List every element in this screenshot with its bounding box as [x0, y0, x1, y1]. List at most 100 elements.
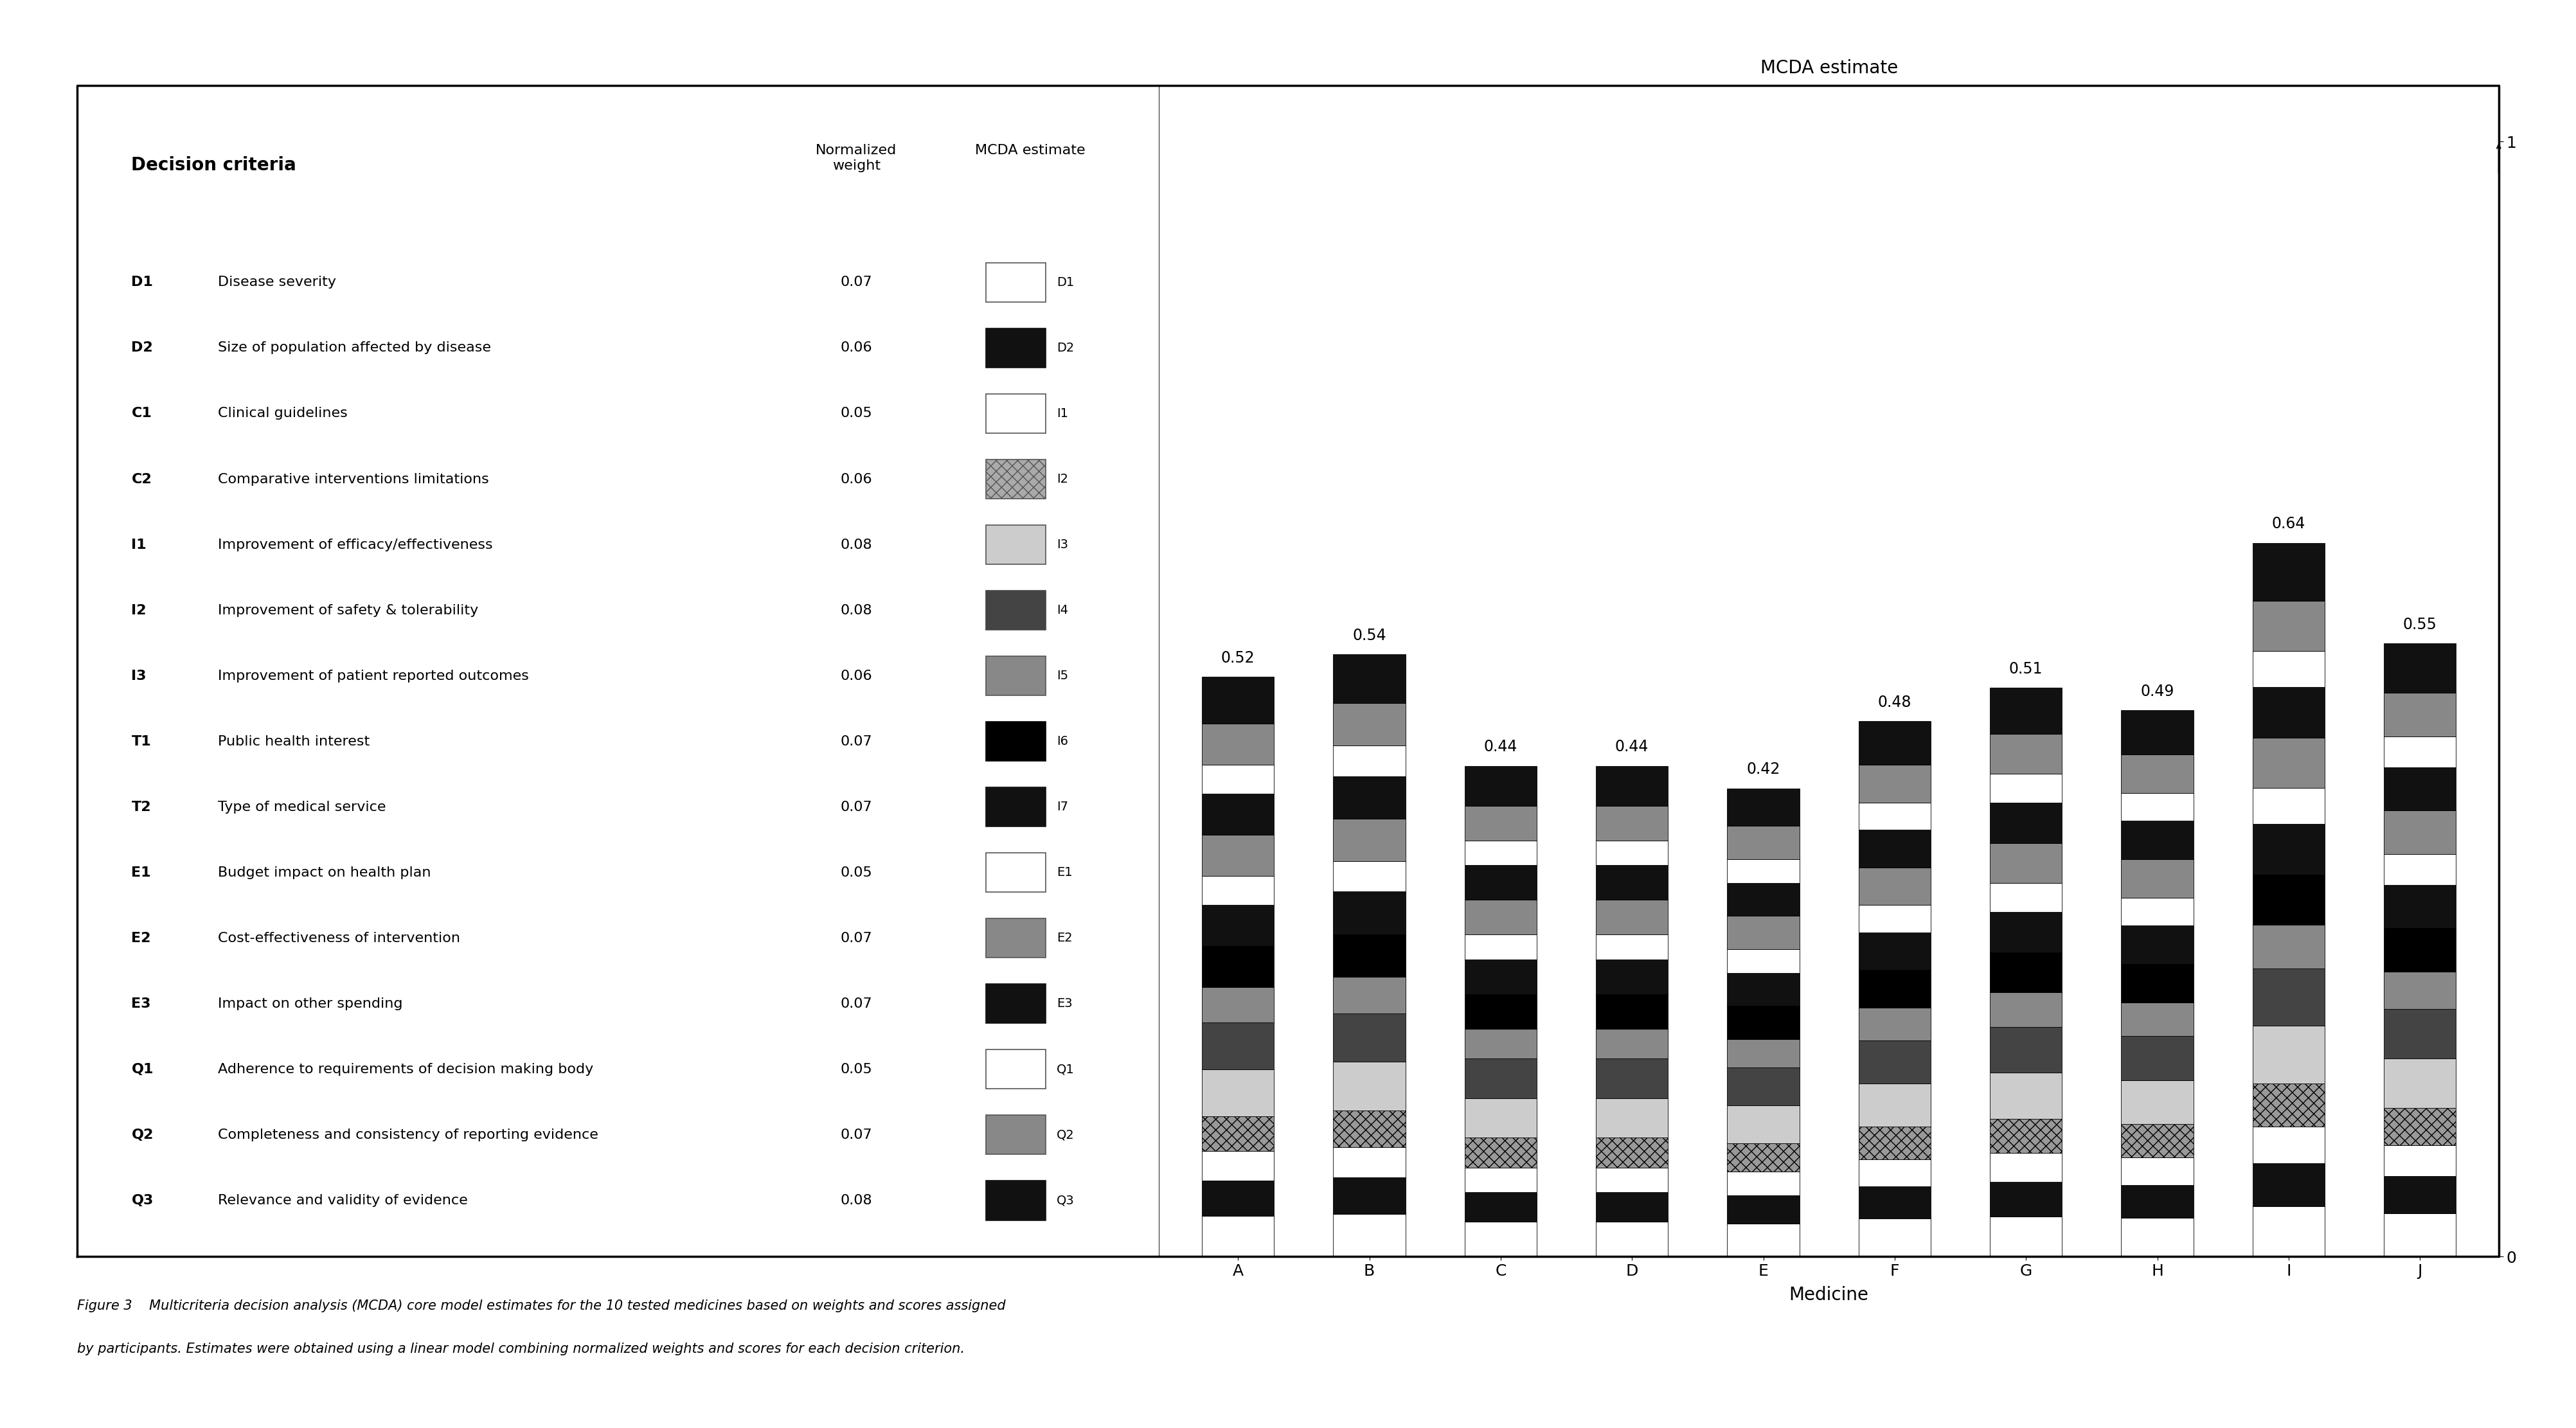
Bar	[1989, 1154, 2061, 1182]
Text: E2: E2	[1056, 932, 1072, 944]
Text: E2: E2	[131, 931, 152, 944]
Bar	[1597, 1138, 1669, 1168]
Bar	[1726, 827, 1801, 860]
Bar	[2383, 1058, 2455, 1108]
Bar	[1857, 1218, 1932, 1257]
Bar	[1334, 891, 1406, 934]
Bar	[2120, 1218, 2192, 1257]
Bar	[2251, 543, 2324, 601]
Bar	[2383, 643, 2455, 693]
Bar	[1203, 677, 1275, 724]
Bar	[1989, 774, 2061, 803]
Bar	[1989, 1027, 2061, 1072]
Text: Budget impact on health plan: Budget impact on health plan	[219, 867, 430, 880]
Bar	[1726, 788, 1801, 827]
Bar	[1726, 1171, 1801, 1195]
Text: 0.05: 0.05	[840, 407, 873, 420]
Text: C1: C1	[131, 407, 152, 420]
Text: MCDA estimate: MCDA estimate	[976, 144, 1084, 157]
Bar	[2251, 687, 2324, 738]
Bar	[1466, 1028, 1538, 1058]
Bar	[1203, 875, 1275, 905]
Bar	[1466, 865, 1538, 900]
Text: 0.07: 0.07	[840, 997, 873, 1010]
Text: I2: I2	[1056, 473, 1069, 486]
Bar	[2383, 971, 2455, 1008]
Bar	[1857, 1084, 1932, 1127]
Text: Relevance and validity of evidence: Relevance and validity of evidence	[219, 1194, 469, 1207]
Bar	[1203, 1215, 1275, 1257]
Text: 0.06: 0.06	[840, 473, 873, 486]
Bar	[1857, 970, 1932, 1008]
Bar	[1597, 900, 1669, 934]
Bar	[1466, 1058, 1538, 1098]
Bar	[987, 1181, 1046, 1220]
Bar	[1466, 900, 1538, 934]
Text: 0.06: 0.06	[840, 341, 873, 354]
Text: 0.42: 0.42	[1747, 761, 1780, 777]
Text: 0.64: 0.64	[2272, 517, 2306, 531]
Text: 0.54: 0.54	[1352, 628, 1386, 643]
Bar	[1597, 865, 1669, 900]
Bar	[1989, 952, 2061, 992]
Bar	[2120, 898, 2192, 925]
Bar	[2383, 854, 2455, 885]
Bar	[2383, 885, 2455, 928]
Text: D2: D2	[1056, 341, 1074, 354]
Bar	[2120, 1035, 2192, 1080]
Text: I5: I5	[1056, 670, 1069, 683]
Bar	[1726, 915, 1801, 950]
Bar	[1334, 745, 1406, 775]
Bar	[1597, 1192, 1669, 1222]
Bar	[1857, 1160, 1932, 1187]
Bar	[1597, 960, 1669, 994]
Bar	[2120, 821, 2192, 860]
Bar	[2120, 964, 2192, 1002]
Bar	[1597, 1168, 1669, 1192]
Text: E1: E1	[1056, 867, 1072, 878]
Bar	[2120, 1002, 2192, 1035]
Bar	[987, 721, 1046, 761]
Bar	[987, 394, 1046, 433]
Text: Decision criteria: Decision criteria	[131, 156, 296, 174]
Bar	[1334, 654, 1406, 703]
Bar	[1597, 1098, 1669, 1138]
Text: 0.07: 0.07	[840, 276, 873, 288]
Bar	[1989, 1072, 2061, 1118]
Bar	[2251, 824, 2324, 874]
Text: 0.07: 0.07	[840, 931, 873, 944]
Bar	[2383, 928, 2455, 971]
Bar	[1334, 977, 1406, 1014]
Text: T1: T1	[131, 735, 152, 748]
Text: E1: E1	[131, 867, 152, 880]
Bar	[1597, 805, 1669, 840]
Bar	[1203, 835, 1275, 875]
Bar	[1597, 1222, 1669, 1257]
Bar	[1857, 1127, 1932, 1160]
Bar	[1857, 764, 1932, 803]
Text: I6: I6	[1056, 735, 1069, 747]
Bar	[1334, 1111, 1406, 1147]
Text: D2: D2	[131, 341, 152, 354]
Bar	[1597, 994, 1669, 1028]
Bar	[1726, 1195, 1801, 1224]
Bar	[1203, 1151, 1275, 1181]
Bar	[2251, 1162, 2324, 1207]
Text: Q1: Q1	[131, 1062, 155, 1075]
Bar	[2251, 788, 2324, 824]
Text: Adherence to requirements of decision making body: Adherence to requirements of decision ma…	[219, 1062, 592, 1075]
Text: Q3: Q3	[1056, 1194, 1074, 1207]
Bar	[987, 591, 1046, 630]
Bar	[2251, 1207, 2324, 1257]
Bar	[1597, 765, 1669, 805]
Bar	[1857, 803, 1932, 830]
Bar	[1334, 1062, 1406, 1111]
Bar	[1726, 1040, 1801, 1067]
Bar	[2383, 1108, 2455, 1145]
Bar	[1989, 843, 2061, 883]
Bar	[2383, 693, 2455, 737]
Bar	[1334, 1214, 1406, 1257]
Bar	[2120, 860, 2192, 898]
Text: E3: E3	[131, 997, 152, 1010]
Bar	[2251, 925, 2324, 968]
